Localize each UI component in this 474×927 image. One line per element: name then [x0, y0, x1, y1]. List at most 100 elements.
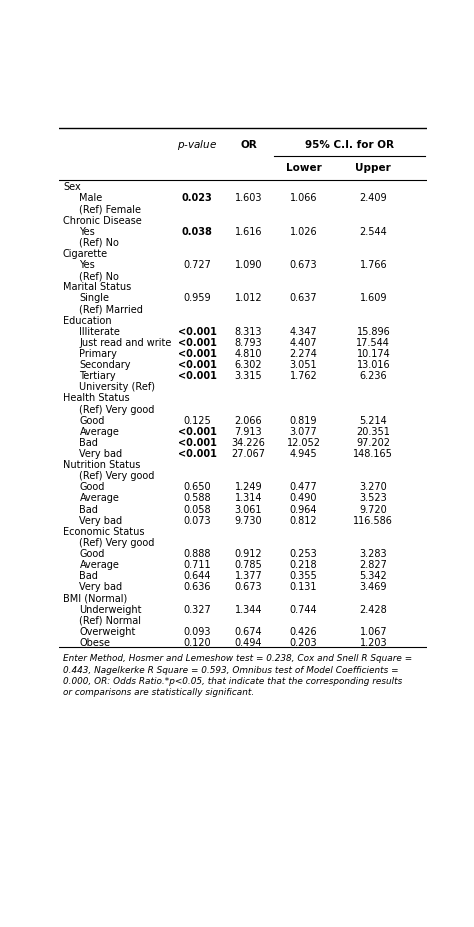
Text: 0.588: 0.588	[183, 493, 211, 503]
Text: Enter Method, Hosmer and Lemeshow test = 0.238, Cox and Snell R Square =: Enter Method, Hosmer and Lemeshow test =…	[63, 654, 412, 663]
Text: 0.000, OR: Odds Ratio.*p<0.05, that indicate that the corresponding results: 0.000, OR: Odds Ratio.*p<0.05, that indi…	[63, 677, 402, 685]
Text: or comparisons are statistically significant.: or comparisons are statistically signifi…	[63, 688, 254, 697]
Text: 1.762: 1.762	[290, 371, 318, 381]
Text: <​0.001: <​0.001	[178, 326, 217, 337]
Text: 95% C.I. for OR: 95% C.I. for OR	[305, 140, 394, 150]
Text: 8.793: 8.793	[235, 337, 262, 348]
Text: <​0.001: <​0.001	[178, 360, 217, 370]
Text: 1.066: 1.066	[290, 193, 317, 203]
Text: 2.544: 2.544	[359, 226, 387, 236]
Text: 20.351: 20.351	[356, 426, 390, 437]
Text: (Ref) Married: (Ref) Married	[80, 304, 143, 314]
Text: 3.270: 3.270	[359, 482, 387, 492]
Text: (Ref) Very good: (Ref) Very good	[80, 404, 155, 414]
Text: 3.315: 3.315	[235, 371, 262, 381]
Text: BMI (Normal): BMI (Normal)	[63, 593, 127, 603]
Text: 0.650: 0.650	[183, 482, 211, 492]
Text: Good: Good	[80, 482, 105, 492]
Text: 1.377: 1.377	[235, 571, 262, 580]
Text: 3.283: 3.283	[359, 549, 387, 558]
Text: 0.023: 0.023	[182, 193, 212, 203]
Text: 1.766: 1.766	[359, 260, 387, 270]
Text: 0.637: 0.637	[290, 293, 318, 303]
Text: 5.214: 5.214	[359, 415, 387, 425]
Text: 27.067: 27.067	[231, 449, 265, 459]
Text: 3.051: 3.051	[290, 360, 318, 370]
Text: 4.347: 4.347	[290, 326, 318, 337]
Text: Good: Good	[80, 415, 105, 425]
Text: <​0.001: <​0.001	[178, 337, 217, 348]
Text: 4.945: 4.945	[290, 449, 318, 459]
Text: 1.314: 1.314	[235, 493, 262, 503]
Text: $p$-value: $p$-value	[177, 138, 217, 152]
Text: Health Status: Health Status	[63, 393, 129, 403]
Text: Single: Single	[80, 293, 109, 303]
Text: 12.052: 12.052	[287, 438, 320, 448]
Text: 2.428: 2.428	[359, 603, 387, 614]
Text: 6.236: 6.236	[359, 371, 387, 381]
Text: 148.165: 148.165	[354, 449, 393, 459]
Text: Overweight: Overweight	[80, 626, 136, 636]
Text: Nutrition Status: Nutrition Status	[63, 460, 140, 470]
Text: University (Ref): University (Ref)	[80, 382, 155, 392]
Text: 7.913: 7.913	[235, 426, 262, 437]
Text: Average: Average	[80, 426, 119, 437]
Text: Bad: Bad	[80, 504, 98, 514]
Text: 1.609: 1.609	[360, 293, 387, 303]
Text: 0.711: 0.711	[183, 560, 211, 569]
Text: Marital Status: Marital Status	[63, 282, 131, 292]
Text: 1.067: 1.067	[359, 626, 387, 636]
Text: 3.523: 3.523	[359, 493, 387, 503]
Text: <​0.001: <​0.001	[178, 438, 217, 448]
Text: <​0.001: <​0.001	[178, 426, 217, 437]
Text: 0.131: 0.131	[290, 582, 317, 591]
Text: Average: Average	[80, 493, 119, 503]
Text: 0.636: 0.636	[183, 582, 211, 591]
Text: 6.302: 6.302	[235, 360, 262, 370]
Text: 0.744: 0.744	[290, 603, 318, 614]
Text: (Ref) Normal: (Ref) Normal	[80, 615, 141, 625]
Text: 0.218: 0.218	[290, 560, 318, 569]
Text: Economic Status: Economic Status	[63, 527, 145, 536]
Text: 1.090: 1.090	[235, 260, 262, 270]
Text: 0.443, Nagelkerke R Square = 0.593, Omnibus test of Model Coefficients =: 0.443, Nagelkerke R Square = 0.593, Omni…	[63, 665, 399, 674]
Text: 0.964: 0.964	[290, 504, 317, 514]
Text: 10.174: 10.174	[356, 349, 390, 359]
Text: 9.730: 9.730	[235, 515, 262, 525]
Text: 0.888: 0.888	[183, 549, 211, 558]
Text: 0.494: 0.494	[235, 637, 262, 647]
Text: 1.603: 1.603	[235, 193, 262, 203]
Text: 1.026: 1.026	[290, 226, 318, 236]
Text: 0.327: 0.327	[183, 603, 211, 614]
Text: Obese: Obese	[80, 637, 110, 647]
Text: 8.313: 8.313	[235, 326, 262, 337]
Text: 3.077: 3.077	[290, 426, 318, 437]
Text: 0.673: 0.673	[290, 260, 318, 270]
Text: 0.125: 0.125	[183, 415, 211, 425]
Text: 0.674: 0.674	[235, 626, 262, 636]
Text: 0.355: 0.355	[290, 571, 318, 580]
Text: 0.477: 0.477	[290, 482, 318, 492]
Text: Illiterate: Illiterate	[80, 326, 120, 337]
Text: 0.819: 0.819	[290, 415, 317, 425]
Text: OR: OR	[240, 140, 257, 150]
Text: 0.038: 0.038	[182, 226, 212, 236]
Text: Yes: Yes	[80, 226, 95, 236]
Text: 5.342: 5.342	[359, 571, 387, 580]
Text: 0.912: 0.912	[235, 549, 262, 558]
Text: Lower: Lower	[286, 162, 321, 172]
Text: 0.727: 0.727	[183, 260, 211, 270]
Text: 97.202: 97.202	[356, 438, 390, 448]
Text: Very bad: Very bad	[80, 582, 123, 591]
Text: 1.012: 1.012	[235, 293, 262, 303]
Text: 0.785: 0.785	[235, 560, 262, 569]
Text: Tertiary: Tertiary	[80, 371, 116, 381]
Text: Very bad: Very bad	[80, 515, 123, 525]
Text: Cigarette: Cigarette	[63, 248, 108, 259]
Text: 1.249: 1.249	[235, 482, 262, 492]
Text: Primary: Primary	[80, 349, 118, 359]
Text: 1.616: 1.616	[235, 226, 262, 236]
Text: 0.073: 0.073	[183, 515, 211, 525]
Text: Secondary: Secondary	[80, 360, 131, 370]
Text: 0.959: 0.959	[183, 293, 211, 303]
